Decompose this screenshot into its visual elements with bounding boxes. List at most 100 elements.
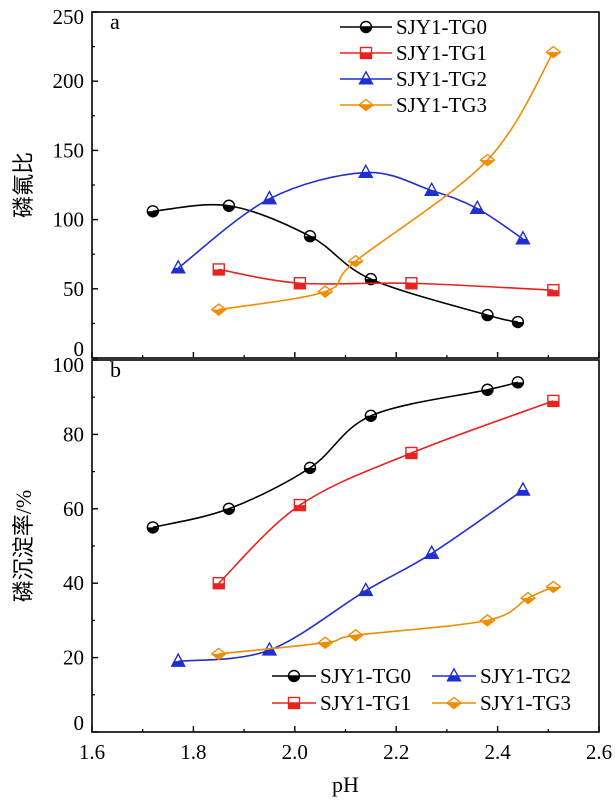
- marker-fill: [447, 675, 461, 681]
- marker-outline: [358, 581, 374, 597]
- marker-outline: [545, 45, 562, 59]
- series-line: [218, 51, 555, 311]
- series-line: [218, 400, 554, 584]
- legend-item: SJY1-TG1: [272, 691, 411, 715]
- marker-fill: [546, 52, 561, 58]
- data-point: [287, 696, 301, 710]
- panel-label: a: [110, 9, 120, 34]
- marker-outline: [359, 46, 373, 60]
- marker-fill: [359, 172, 373, 178]
- marker-outline: [303, 230, 317, 243]
- marker-fill: [470, 208, 484, 214]
- y-tick-label: 80: [63, 422, 84, 446]
- legend-label: SJY1-TG1: [396, 41, 487, 65]
- legend-item: SJY1-TG1: [340, 41, 487, 65]
- marker-fill: [348, 261, 363, 267]
- marker-outline: [469, 199, 485, 215]
- marker-outline: [479, 614, 496, 627]
- marker-outline: [446, 667, 462, 682]
- marker-fill: [480, 620, 495, 626]
- marker-outline: [347, 254, 364, 268]
- marker-outline: [358, 163, 374, 179]
- series-sjy1-tg3: [210, 45, 562, 316]
- x-axis-label: pH: [332, 772, 359, 797]
- data-point: [479, 153, 496, 167]
- data-point: [210, 647, 227, 661]
- y-tick-label: 250: [53, 5, 85, 29]
- marker-outline: [222, 199, 236, 212]
- marker-outline: [515, 481, 531, 496]
- legend-item: SJY1-TG0: [272, 664, 411, 688]
- marker-fill: [546, 586, 561, 593]
- marker-outline: [210, 303, 227, 316]
- data-point: [303, 230, 317, 243]
- data-point: [424, 544, 440, 559]
- data-point: [364, 409, 378, 422]
- series-sjy1-tg0: [146, 199, 525, 329]
- y-tick-label: 150: [53, 138, 85, 162]
- series-line: [152, 203, 519, 323]
- x-tick-label: 1.8: [180, 740, 206, 764]
- legend-label: SJY1-TG1: [320, 691, 411, 715]
- y-tick-label: 100: [53, 208, 85, 232]
- x-tick-label: 2.4: [484, 740, 511, 764]
- data-point: [446, 667, 462, 682]
- x-tick-label: 2.6: [586, 740, 612, 764]
- marker-outline: [317, 636, 334, 650]
- legend-label: SJY1-TG0: [396, 15, 487, 39]
- x-tick-label: 1.6: [79, 740, 105, 764]
- data-point: [358, 163, 374, 179]
- y-tick-label: 200: [53, 69, 85, 93]
- data-point: [481, 308, 494, 322]
- y-tick-label: 40: [63, 571, 84, 595]
- legend-label: SJY1-TG2: [396, 67, 487, 91]
- marker-outline: [170, 259, 186, 274]
- marker-fill: [288, 703, 300, 709]
- marker-outline: [359, 20, 373, 34]
- y-tick-label: 20: [63, 646, 84, 670]
- marker-outline: [287, 669, 301, 683]
- legend-label: SJY1-TG3: [396, 93, 487, 117]
- data-point: [511, 376, 525, 389]
- marker-fill: [211, 653, 226, 660]
- marker-outline: [424, 544, 440, 559]
- data-point: [479, 614, 496, 627]
- data-point: [222, 199, 236, 212]
- data-point: [445, 696, 463, 710]
- legend-item: SJY1-TG3: [340, 93, 487, 117]
- marker-outline: [547, 394, 560, 408]
- data-point: [545, 580, 562, 594]
- data-point: [261, 190, 278, 205]
- data-point: [212, 577, 225, 590]
- marker-fill: [547, 400, 559, 407]
- plot-frame: [91, 11, 600, 359]
- data-point: [146, 521, 160, 534]
- data-point: [317, 285, 334, 298]
- data-point: [210, 303, 227, 316]
- marker-outline: [515, 230, 531, 245]
- data-point: [405, 446, 418, 460]
- marker-fill: [213, 583, 225, 589]
- marker-outline: [364, 409, 378, 422]
- data-point: [405, 277, 418, 290]
- data-point: [317, 636, 334, 650]
- data-point: [287, 669, 301, 683]
- series-sjy1-tg2: [170, 163, 531, 274]
- data-point: [545, 45, 562, 59]
- marker-outline: [545, 580, 562, 594]
- series-sjy1-tg1: [212, 394, 560, 590]
- marker-outline: [364, 272, 378, 286]
- marker-outline: [519, 591, 537, 605]
- marker-fill: [294, 283, 306, 289]
- marker-fill: [425, 190, 439, 196]
- legend-label: SJY1-TG3: [480, 691, 571, 715]
- data-point: [481, 383, 494, 396]
- data-point: [170, 259, 186, 274]
- marker-fill: [359, 105, 373, 111]
- data-point: [358, 70, 374, 85]
- marker-outline: [146, 205, 160, 218]
- y-axis-label: 磷沉淀率/%: [11, 490, 36, 602]
- data-point: [547, 283, 560, 297]
- y-tick-label: 0: [74, 711, 85, 735]
